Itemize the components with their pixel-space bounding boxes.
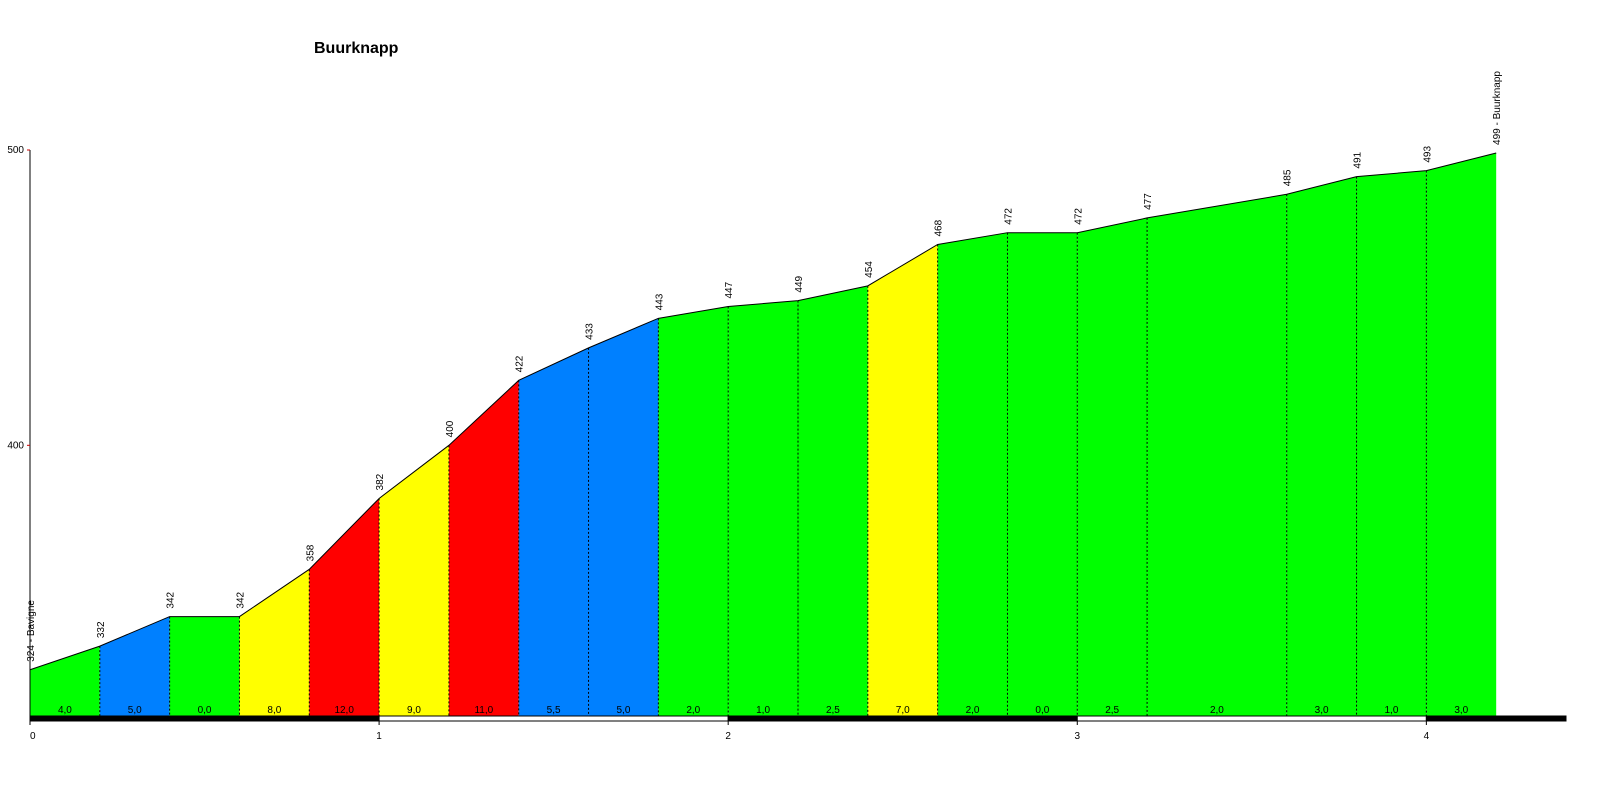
gradient-label: 12,0: [334, 705, 354, 716]
elevation-label: 499 - Buurknapp: [1492, 71, 1503, 145]
profile-line: [29, 152, 1497, 671]
x-tick-label: 0: [30, 731, 36, 742]
gradient-label: 1,0: [1385, 705, 1399, 716]
gradient-segment: [867, 244, 938, 717]
gradient-segment: [239, 569, 310, 717]
gradient-segment: [937, 232, 1008, 717]
y-tick-label: 500: [7, 145, 24, 156]
gradient-segment: [728, 300, 798, 717]
gradient-label: 5,0: [617, 705, 631, 716]
km-bar: [727, 715, 1078, 722]
elevation-label: 472: [1003, 208, 1014, 225]
gradient-label: 2,0: [686, 705, 700, 716]
gradient-segment: [1147, 194, 1287, 717]
gradient-label: 8,0: [267, 705, 281, 716]
x-tick-label: 3: [1074, 731, 1080, 742]
chart-title: Buurknapp: [314, 40, 399, 57]
gradient-label: 2,5: [826, 705, 840, 716]
elevation-label: 342: [235, 591, 246, 608]
gradient-segment: [169, 616, 240, 717]
gradient-label: 2,0: [966, 705, 980, 716]
elevation-label: 447: [724, 281, 735, 298]
elevation-label: 342: [166, 591, 177, 608]
elevation-label: 491: [1353, 151, 1364, 168]
km-bar: [378, 715, 729, 722]
elevation-label: 332: [96, 621, 107, 638]
x-tick-label: 2: [725, 731, 731, 742]
elevation-label: 454: [864, 261, 875, 278]
gradient-segment: [1286, 176, 1357, 717]
gradient-segment: [1077, 217, 1148, 717]
elevation-label: 468: [934, 219, 945, 236]
elevation-label: 324 - Bavigne: [26, 600, 37, 662]
gradient-label: 0,0: [1035, 705, 1049, 716]
km-bar: [1425, 715, 1567, 722]
gradient-label: 2,0: [1210, 705, 1224, 716]
gradient-label: 1,0: [756, 705, 770, 716]
gradient-segment: [309, 498, 380, 717]
gradient-label: 7,0: [896, 705, 910, 716]
gradient-label: 2,5: [1105, 705, 1119, 716]
gradient-label: 3,0: [1454, 705, 1468, 716]
gradient-label: 0,0: [198, 705, 212, 716]
gradient-segment: [1426, 152, 1497, 717]
gradient-segment: [518, 347, 589, 717]
elevation-label: 449: [794, 275, 805, 292]
x-tick-label: 4: [1424, 731, 1430, 742]
gradient-segment: [1007, 232, 1078, 717]
elevation-label: 477: [1143, 193, 1154, 210]
elevation-label: 493: [1422, 146, 1433, 163]
gradient-segment: [99, 616, 170, 717]
gradient-segment: [658, 306, 729, 717]
elevation-label: 485: [1283, 169, 1294, 186]
gradient-label: 5,5: [547, 705, 561, 716]
y-tick-label: 400: [7, 440, 24, 451]
km-bar: [29, 715, 380, 722]
elevation-label: 472: [1073, 208, 1084, 225]
elevation-label: 400: [445, 420, 456, 437]
gradient-label: 5,0: [128, 705, 142, 716]
gradient-segment: [798, 285, 868, 717]
gradient-segment: [448, 380, 519, 717]
gradient-label: 4,0: [58, 705, 72, 716]
elevation-label: 433: [585, 323, 596, 340]
gradient-segment: [588, 318, 659, 717]
gradient-segment: [1356, 170, 1427, 717]
gradient-segment: [30, 646, 100, 717]
km-bar: [1076, 715, 1427, 722]
elevation-label: 358: [305, 544, 316, 561]
gradient-segment: [379, 445, 449, 717]
elevation-label: 443: [654, 293, 665, 310]
elevation-label: 382: [375, 473, 386, 490]
gradient-label: 11,0: [474, 705, 493, 716]
gradient-label: 3,0: [1315, 705, 1329, 716]
x-tick-label: 1: [376, 731, 382, 742]
gradient-label: 9,0: [407, 705, 421, 716]
elevation-label: 422: [515, 355, 526, 372]
